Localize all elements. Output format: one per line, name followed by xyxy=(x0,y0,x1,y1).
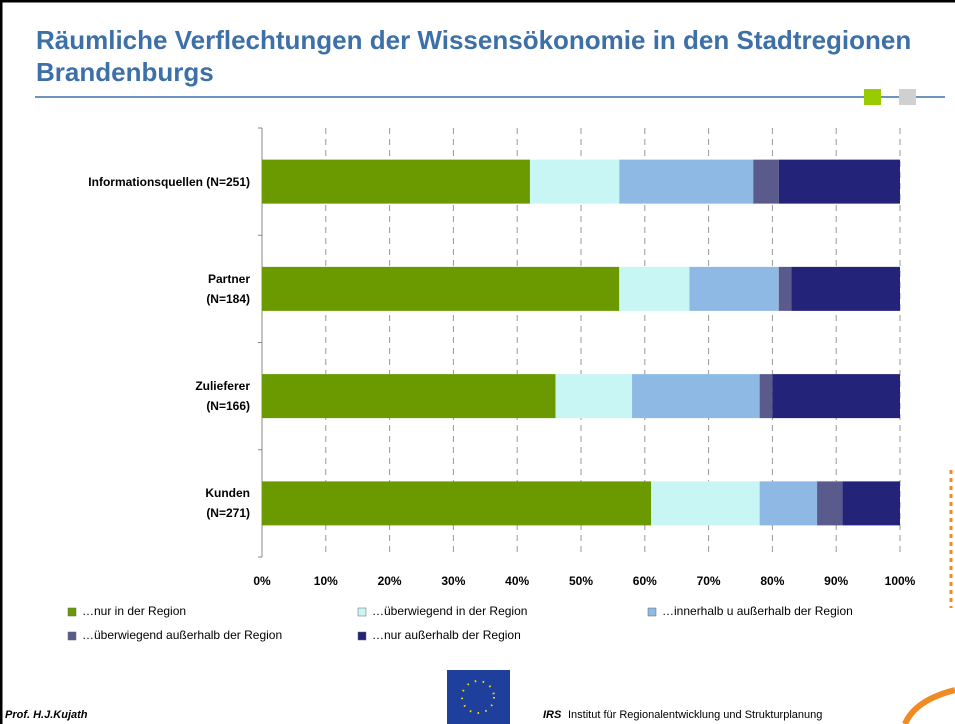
bar-segment xyxy=(778,266,792,311)
legend-swatch xyxy=(67,607,77,617)
bar-segment xyxy=(262,266,620,311)
legend-swatch xyxy=(357,607,367,617)
bar-segment xyxy=(791,266,900,311)
bar-segment xyxy=(778,159,900,204)
deco-arc xyxy=(902,687,955,724)
institute: Institut für Regionalentwicklung und Str… xyxy=(568,709,823,721)
x-tick-label: 50% xyxy=(569,574,593,588)
bar-segment xyxy=(529,159,620,204)
author: Prof. H.J.Kujath xyxy=(5,709,88,721)
legend-label: …nur außerhalb der Region xyxy=(372,628,521,642)
legend-label: …innerhalb u außerhalb der Region xyxy=(662,604,853,618)
x-tick-label: 20% xyxy=(378,574,402,588)
x-tick-label: 30% xyxy=(441,574,465,588)
stars xyxy=(461,680,495,714)
bar-segment xyxy=(619,159,754,204)
x-tick-label: 40% xyxy=(505,574,529,588)
bar-segment xyxy=(262,481,652,526)
bar-segment xyxy=(689,266,779,311)
flag xyxy=(447,670,510,724)
legend-swatch xyxy=(67,631,77,641)
deco-square xyxy=(864,89,881,105)
deco-square xyxy=(899,89,916,105)
bar-segment xyxy=(772,374,900,419)
bar-segment xyxy=(759,374,773,419)
bar-segment xyxy=(555,374,633,419)
x-tick-label: 0% xyxy=(253,574,271,588)
legend-swatch xyxy=(647,607,657,617)
bar-segment xyxy=(753,159,779,204)
eu-flag xyxy=(447,670,510,724)
x-tick-label: 100% xyxy=(885,574,916,588)
bar-segment xyxy=(759,481,818,526)
title: Räumliche Verflechtungen der Wissensökon… xyxy=(36,25,912,87)
x-tick-label: 10% xyxy=(314,574,338,588)
y-tick-label: Kunden (N=271) xyxy=(205,486,250,521)
bar-segment xyxy=(842,481,900,526)
legend-label: …überwiegend in der Region xyxy=(372,604,527,618)
bar-segment xyxy=(632,374,760,419)
bar-segment xyxy=(817,481,843,526)
x-tick-label: 60% xyxy=(633,574,657,588)
bar-segment xyxy=(651,481,760,526)
x-tick-label: 70% xyxy=(697,574,721,588)
legend-label: …nur in der Region xyxy=(82,604,186,618)
y-tick-label: Zulieferer (N=166) xyxy=(195,379,250,414)
institute-short: IRS xyxy=(543,709,562,721)
y-tick-label: Partner (N=184) xyxy=(206,271,250,306)
legend-label: …überwiegend außerhalb der Region xyxy=(82,628,282,642)
bar-segment xyxy=(619,266,690,311)
x-tick-label: 90% xyxy=(824,574,848,588)
bar-segment xyxy=(262,159,530,204)
legend-swatch xyxy=(357,631,367,641)
y-tick-label: Informationsquellen (N=251) xyxy=(88,174,250,189)
bar-segment xyxy=(262,374,556,419)
x-tick-label: 80% xyxy=(760,574,784,588)
